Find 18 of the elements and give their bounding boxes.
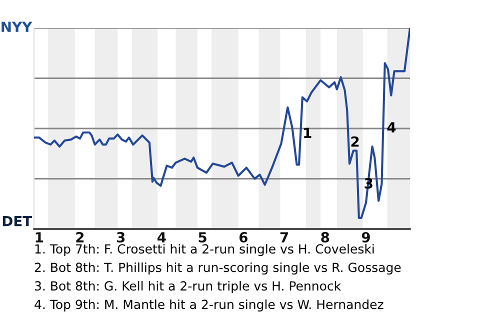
text: DET [2,216,32,226]
text: 3. Bot 8th: G. Kell hit a 2-run triple vs H. Pennock [34,280,342,294]
annotation: 2 [351,136,359,147]
x-tick-label: 6 [239,232,248,243]
x-tick-label: 8 [321,232,330,243]
text: NYY [2,22,32,32]
x-tick-label: 1 [36,232,43,242]
annotation: 1 [304,128,312,138]
x-tick-label: 3 [116,232,125,243]
text: 2. Bot 8th: T. Phillips hit a run-scoring single vs R. Gossage [34,262,401,275]
x-tick-label: 2 [76,232,84,242]
x-tick-label: 9 [362,232,370,243]
x-tick-label: 7 [280,232,288,242]
x-tick-label: 5 [198,232,206,243]
x-tick-label: 4 [157,232,166,242]
text: 1. Top 7th: F. Crosetti hit a 2-run single vs H. Coveleski [35,244,374,256]
text: 4. Top 9th: M. Mantle hit a 2-run single vs W. Hernandez [34,299,384,312]
annotation: 4 [387,122,396,132]
